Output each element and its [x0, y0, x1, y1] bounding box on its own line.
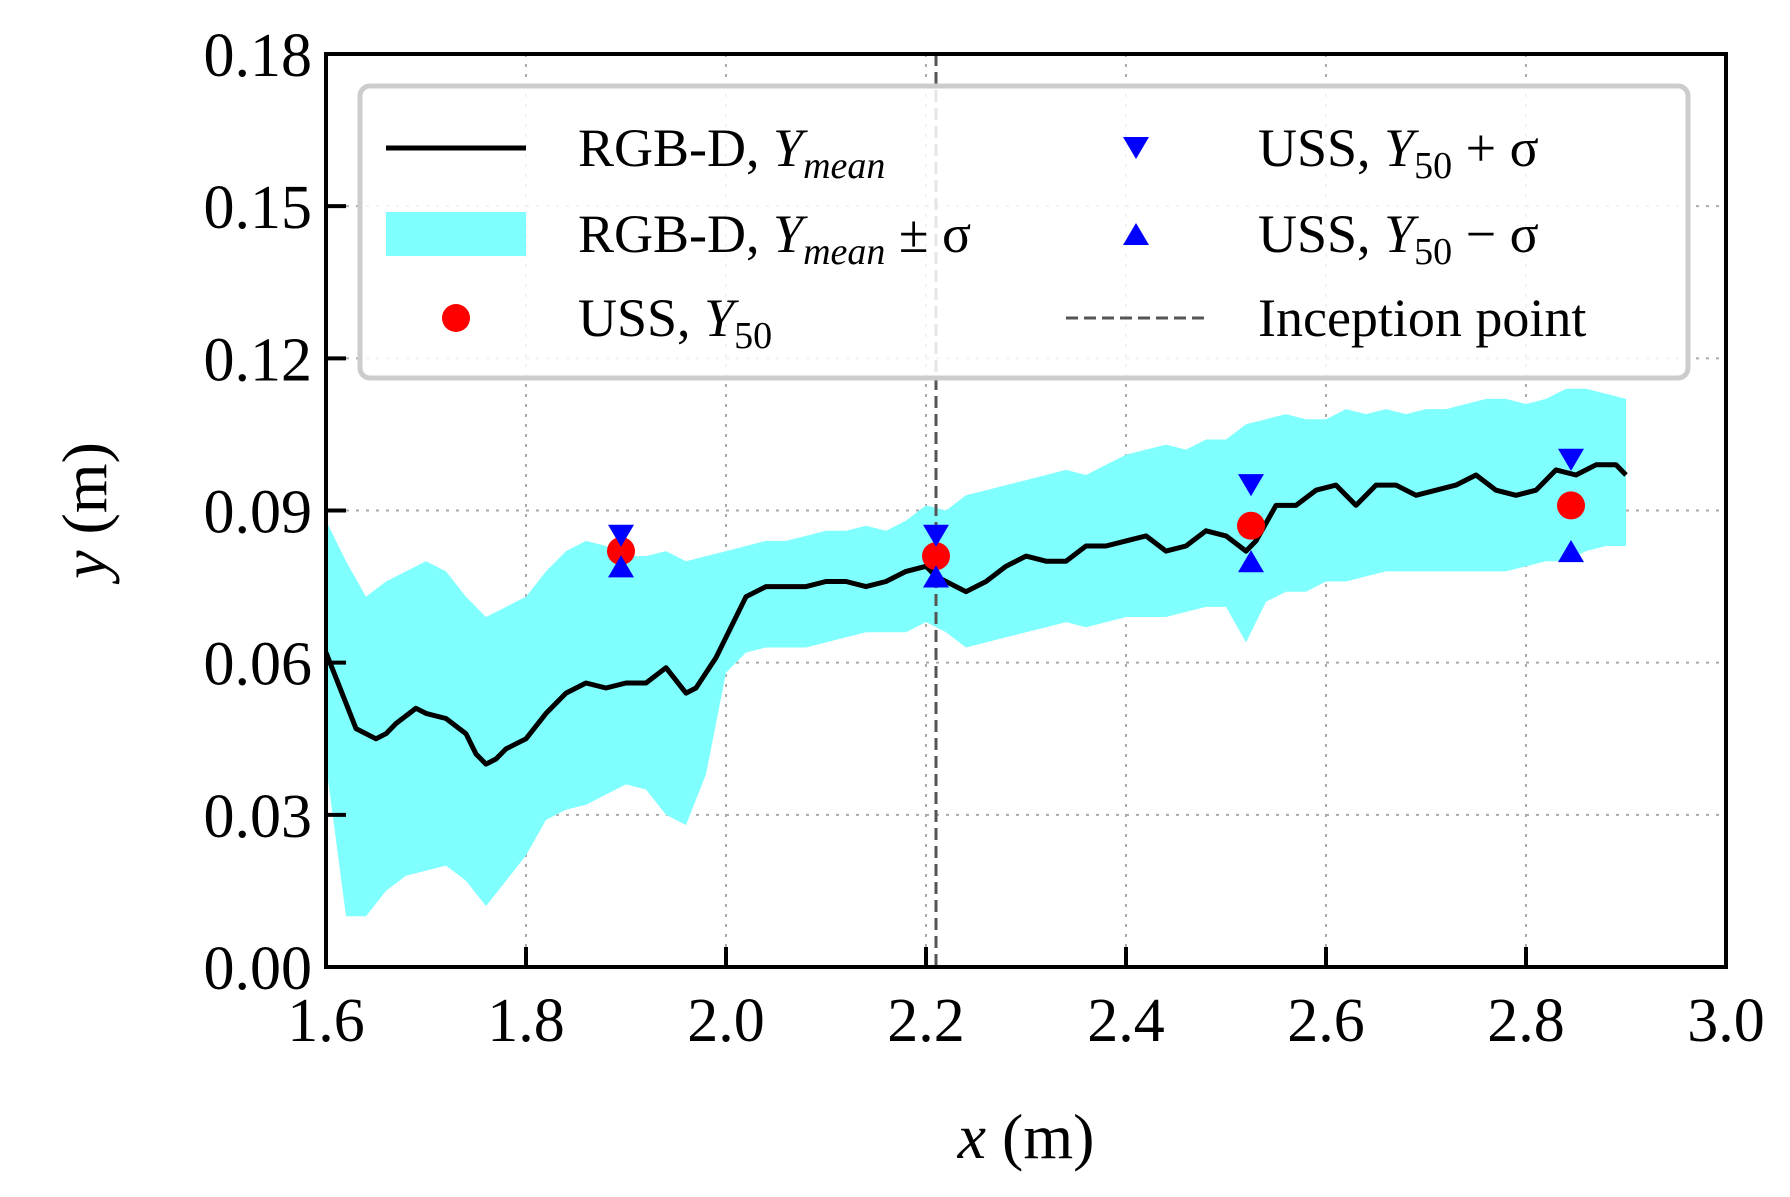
- legend-minus-sigma-handle: [1123, 222, 1149, 246]
- x-axis-label: x (m): [957, 1101, 1095, 1172]
- legend-label: USS, Y50: [578, 288, 772, 357]
- uss-minus-sigma-point: [923, 565, 949, 588]
- std-band-layer: [326, 388, 1626, 917]
- x-tick-label: 1.6: [287, 987, 365, 1055]
- y-tick-label: 0.15: [204, 174, 313, 242]
- uss-y50-point: [1237, 511, 1265, 540]
- uss-plus-sigma-point: [1238, 474, 1264, 497]
- legend: RGB-D, Ymean RGB-D, Ymean ± σ USS, Y50 USS,…: [357, 83, 1691, 381]
- x-tick-label: 2.8: [1487, 987, 1565, 1055]
- mean-line: [326, 462, 1628, 767]
- x-tick-label: 2.0: [687, 987, 765, 1055]
- uss-y50-point: [607, 537, 635, 566]
- x-tick-label: 2.4: [1087, 987, 1165, 1055]
- uss-y50-point: [922, 542, 950, 571]
- legend-label: USS, Y50 + σ: [1258, 118, 1539, 187]
- legend-y50-handle: [442, 304, 470, 332]
- legend-label: RGB-D, Ymean ± σ: [578, 204, 971, 273]
- uss-minus-sigma-point: [1558, 540, 1584, 563]
- legend-label: RGB-D, Ymean: [578, 118, 885, 187]
- y-tick-label: 0.12: [204, 326, 313, 394]
- legend-plus-sigma-handle: [1123, 136, 1149, 160]
- y-tick-label: 0.03: [204, 783, 313, 851]
- uss-plus-sigma-point: [608, 524, 634, 547]
- axes: 1.6 1.8 2.0 2.2 2.4 2.6 2.8 3.0 0.00 0.03 0.06 0.09…: [49, 22, 1765, 1172]
- legend-box: [357, 83, 1691, 381]
- x-tick-label: 1.8: [487, 987, 565, 1055]
- x-tick-label: 2.6: [1287, 987, 1365, 1055]
- uss-marker-layer: [607, 448, 1585, 588]
- y-tick-label: 0.06: [204, 631, 313, 699]
- uss-y50-point: [1557, 491, 1585, 520]
- x-tick-label: 2.2: [887, 987, 965, 1055]
- std-band: [326, 388, 1626, 917]
- uss-minus-sigma-point: [608, 555, 634, 578]
- x-tick-label: 3.0: [1687, 987, 1765, 1055]
- legend-band-handle: [386, 212, 526, 256]
- y-tick-label: 0.00: [204, 935, 313, 1003]
- y-tick-label: 0.09: [204, 479, 313, 547]
- mean-line-layer: [326, 462, 1628, 767]
- y-tick-label: 0.18: [204, 22, 313, 90]
- uss-plus-sigma-point: [923, 524, 949, 547]
- y-axis-label: y (m): [49, 442, 120, 585]
- uss-minus-sigma-point: [1238, 550, 1264, 573]
- legend-label: USS, Y50 − σ: [1258, 204, 1539, 273]
- legend-label: Inception point: [1258, 288, 1586, 348]
- uss-plus-sigma-point: [1558, 448, 1584, 471]
